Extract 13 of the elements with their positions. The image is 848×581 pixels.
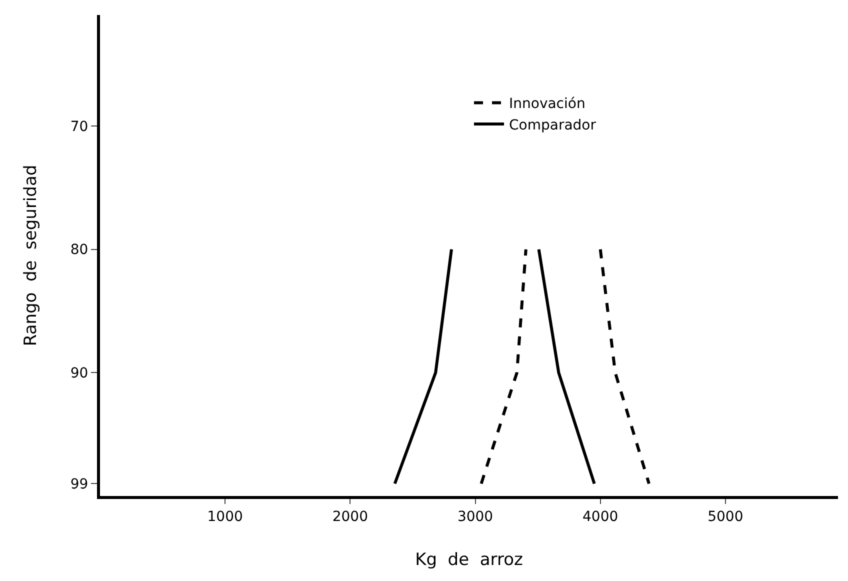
legend-label: Comparador (509, 117, 596, 134)
y-tick-label: 90 (70, 366, 88, 382)
x-tick-label: 1000 (207, 508, 243, 525)
x-tick-label: 3000 (457, 508, 494, 525)
x-tick-label: 5000 (708, 508, 744, 525)
legend-label: Innovación (509, 96, 586, 112)
y-tick-label: 99 (70, 476, 88, 493)
y-tick-label: 80 (70, 242, 88, 258)
x-axis-title: Kg de arroz (415, 550, 523, 570)
x-tick-label: 4000 (582, 508, 618, 525)
y-axis-title: Rango de seguridad (20, 164, 41, 346)
y-tick-label: 70 (70, 118, 88, 135)
x-tick-label: 2000 (332, 508, 368, 525)
